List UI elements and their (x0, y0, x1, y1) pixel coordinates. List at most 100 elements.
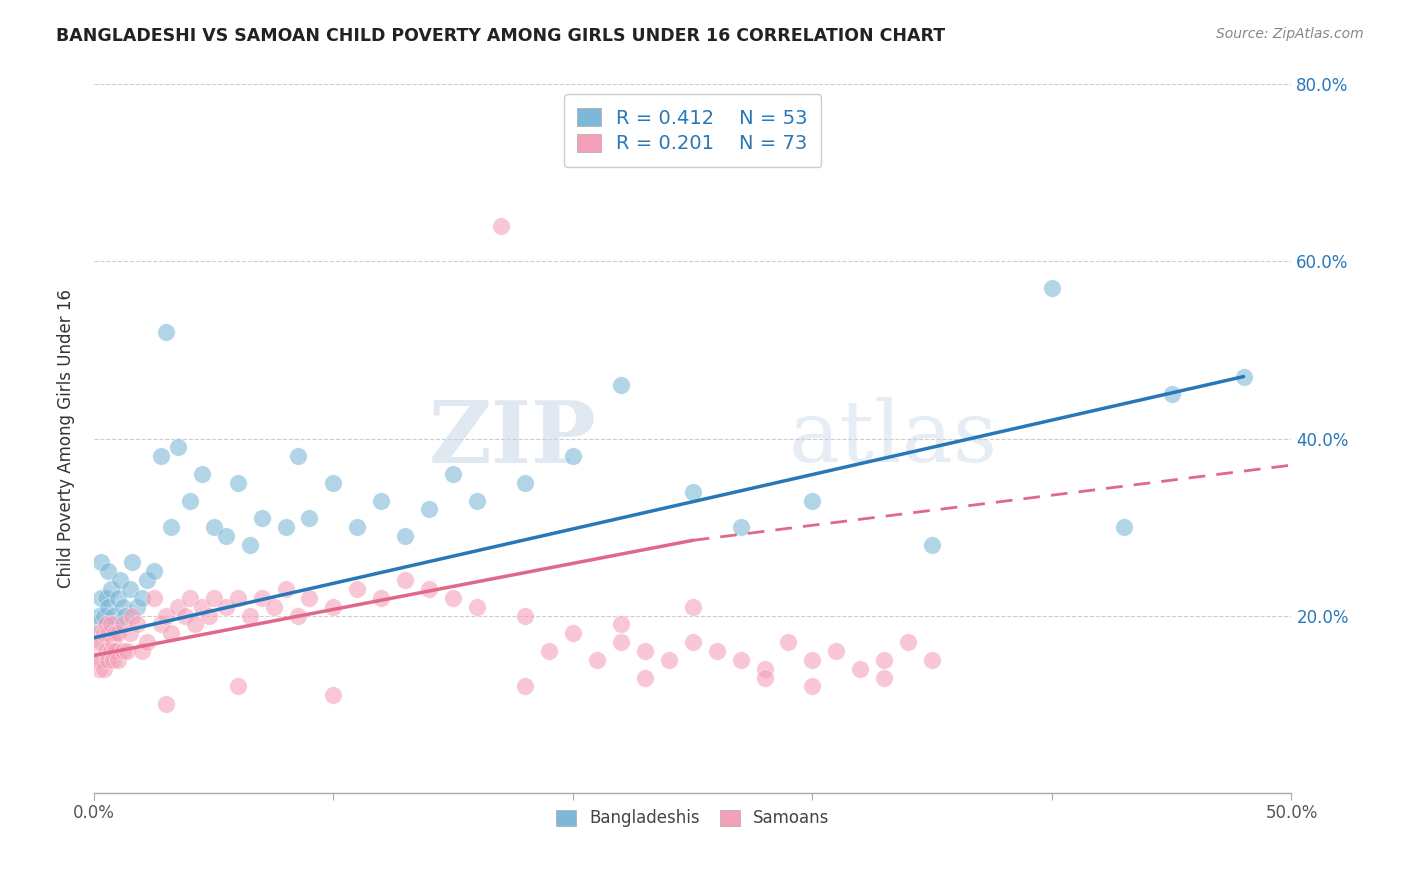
Point (754, 671, 776, 685)
Point (118, 582, 141, 596)
Point (346, 520, 368, 534)
Point (1040, 281, 1063, 295)
Point (97, 626, 120, 640)
Point (394, 573, 416, 587)
Point (634, 644, 657, 658)
Point (658, 653, 681, 667)
Point (754, 662, 776, 676)
Point (610, 635, 633, 649)
Point (730, 520, 752, 534)
Point (87, 608, 110, 623)
Point (150, 449, 173, 463)
Point (174, 608, 197, 623)
Point (111, 617, 134, 632)
Point (825, 644, 848, 658)
Point (155, 326, 177, 340)
Point (131, 644, 153, 658)
Point (370, 591, 392, 605)
Point (513, 680, 536, 694)
Point (121, 608, 143, 623)
Point (418, 502, 440, 516)
Point (110, 573, 132, 587)
Point (465, 493, 488, 508)
Point (214, 529, 236, 543)
Point (87, 662, 110, 676)
Point (682, 635, 704, 649)
Point (117, 644, 139, 658)
Point (921, 653, 943, 667)
Point (90, 556, 112, 570)
Point (111, 599, 134, 614)
Point (155, 608, 177, 623)
Point (100, 617, 122, 632)
Point (202, 520, 225, 534)
Point (104, 617, 127, 632)
Point (561, 449, 583, 463)
Point (142, 591, 165, 605)
Point (778, 635, 800, 649)
Point (849, 662, 872, 676)
Point (93, 608, 115, 623)
Point (97, 653, 120, 667)
Point (346, 582, 368, 596)
Point (513, 608, 536, 623)
Point (322, 599, 344, 614)
Point (159, 520, 181, 534)
Point (801, 680, 824, 694)
Point (370, 493, 392, 508)
Point (93, 626, 115, 640)
Point (107, 626, 129, 640)
Point (1160, 387, 1182, 401)
Point (706, 644, 728, 658)
Point (100, 644, 122, 658)
Point (322, 475, 344, 490)
Point (90, 591, 112, 605)
Point (465, 599, 488, 614)
Point (682, 599, 704, 614)
Point (873, 653, 896, 667)
Point (418, 582, 440, 596)
Point (250, 591, 273, 605)
Point (166, 599, 188, 614)
Point (239, 608, 262, 623)
Point (873, 671, 896, 685)
Point (513, 475, 536, 490)
Point (93, 662, 115, 676)
Legend: Bangladeshis, Samoans: Bangladeshis, Samoans (550, 803, 837, 834)
Text: Source: ZipAtlas.com: Source: ZipAtlas.com (1216, 27, 1364, 41)
Point (322, 688, 344, 702)
Point (179, 591, 201, 605)
Point (150, 617, 173, 632)
Point (111, 644, 134, 658)
Point (298, 591, 321, 605)
Point (226, 591, 249, 605)
Point (131, 591, 153, 605)
Point (441, 591, 464, 605)
Point (263, 599, 285, 614)
Point (86, 653, 108, 667)
Point (682, 484, 704, 499)
Point (155, 697, 177, 711)
Point (198, 608, 221, 623)
Point (179, 493, 201, 508)
Point (97, 565, 120, 579)
Point (489, 219, 512, 233)
Point (190, 599, 212, 614)
Point (135, 573, 157, 587)
Point (166, 441, 188, 455)
Point (104, 626, 127, 640)
Point (94, 617, 117, 632)
Point (274, 520, 297, 534)
Point (561, 626, 583, 640)
Point (90, 653, 112, 667)
Point (86, 617, 108, 632)
Point (298, 511, 321, 525)
Y-axis label: Child Poverty Among Girls Under 16: Child Poverty Among Girls Under 16 (58, 289, 75, 588)
Point (90, 635, 112, 649)
Point (1232, 369, 1254, 384)
Point (159, 626, 181, 640)
Text: ZIP: ZIP (429, 397, 598, 481)
Point (610, 378, 633, 392)
Point (87, 626, 110, 640)
Text: BANGLADESHI VS SAMOAN CHILD POVERTY AMONG GIRLS UNDER 16 CORRELATION CHART: BANGLADESHI VS SAMOAN CHILD POVERTY AMON… (56, 27, 945, 45)
